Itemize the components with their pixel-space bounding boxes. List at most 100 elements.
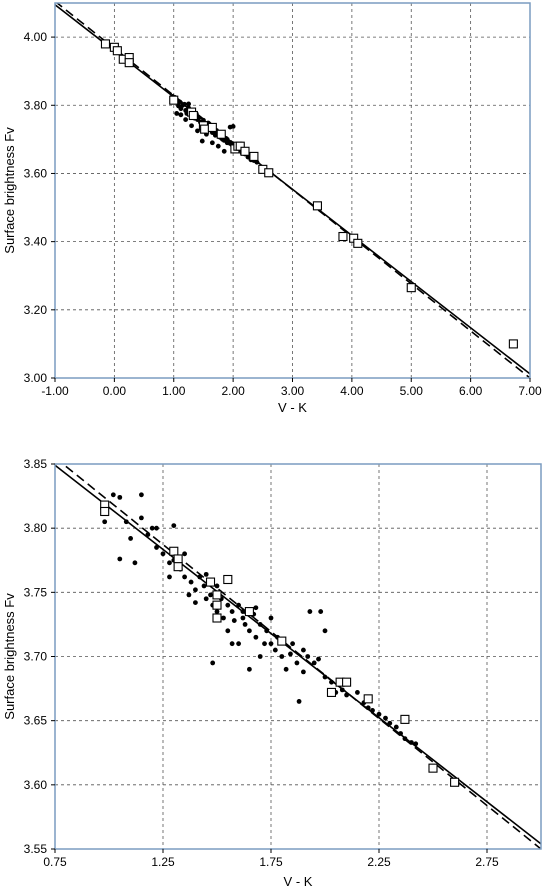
- data-point-square: [363, 694, 373, 704]
- data-point-dot: [195, 128, 200, 134]
- fit-line-dashed: [55, 3, 530, 378]
- data-point-dot: [290, 641, 295, 647]
- data-point-dot: [221, 615, 226, 621]
- data-point-dot: [257, 622, 263, 627]
- data-point-dot: [139, 492, 144, 498]
- data-point-dot: [398, 731, 403, 736]
- data-point-dot: [214, 609, 220, 614]
- data-point-dot: [193, 600, 198, 605]
- data-point-dot: [279, 654, 285, 659]
- y-tick-label: 3.40: [24, 235, 48, 249]
- data-point-dot: [102, 519, 108, 525]
- data-point-dot: [339, 687, 345, 693]
- x-tick-label: 2.25: [367, 855, 391, 869]
- x-tick-label: 1.25: [151, 855, 175, 869]
- data-point-dot: [221, 148, 227, 154]
- data-point-dot: [201, 583, 207, 589]
- data-point-dot: [413, 741, 419, 747]
- data-point-dot: [365, 705, 371, 711]
- fit-line-solid: [55, 464, 541, 845]
- data-point-dot: [117, 556, 123, 562]
- data-point-dot: [110, 492, 116, 498]
- data-point-dot: [186, 101, 191, 107]
- fit-line-dashed: [61, 464, 541, 849]
- data-point-square: [450, 777, 460, 787]
- chart-top: -1.00 0.00 1.00 2.00 3.00 4.00 5.00 6.00 7.00 3.0…: [2, 2, 542, 415]
- data-point-square: [124, 58, 134, 68]
- data-point-dot: [171, 523, 177, 528]
- data-point-dot: [409, 740, 414, 745]
- data-point-square: [212, 600, 222, 610]
- data-point-square: [240, 146, 250, 156]
- data-point-dot: [283, 666, 289, 672]
- data-point-dot: [318, 609, 324, 614]
- x-tick-label: 1.75: [259, 855, 283, 869]
- data-point-square: [112, 46, 122, 56]
- data-point-square: [428, 763, 438, 773]
- data-point-dot: [262, 641, 267, 647]
- data-point-dot: [132, 560, 138, 566]
- y-axis-label: Surface brightness Fv: [2, 127, 17, 254]
- y-axis-label: Surface brightness Fv: [2, 593, 17, 720]
- data-point-dot: [257, 654, 263, 659]
- data-point-dot: [193, 587, 198, 593]
- y-tick-label: 3.55: [24, 842, 48, 856]
- data-point-square: [338, 231, 348, 242]
- y-tick-label: 3.85: [24, 457, 48, 471]
- data-point-dot: [301, 647, 306, 653]
- data-point-dot: [329, 679, 334, 685]
- data-point-dot: [139, 515, 144, 521]
- data-point-dot: [268, 641, 274, 647]
- y-tick-label: 3.60: [24, 778, 48, 792]
- x-axis-label: V - K: [278, 400, 307, 415]
- data-point-dot: [236, 641, 242, 647]
- x-tick-label: 6.00: [459, 384, 483, 398]
- x-tick-label: 7.00: [518, 384, 542, 398]
- data-point-dot: [247, 628, 252, 634]
- data-point-dot: [344, 692, 349, 698]
- data-point-square: [169, 546, 179, 556]
- data-point-square: [216, 129, 226, 139]
- data-point-dot: [178, 112, 184, 118]
- data-point-square: [169, 95, 179, 105]
- x-tick-label: 1.00: [162, 384, 186, 398]
- data-point-square: [200, 124, 210, 134]
- data-point-square: [173, 554, 183, 564]
- data-point-square: [100, 39, 111, 49]
- data-point-dot: [240, 615, 246, 621]
- data-point-dot: [182, 574, 188, 580]
- data-point-square: [264, 168, 274, 178]
- data-point-square: [342, 677, 352, 687]
- data-point-dot: [294, 660, 300, 666]
- y-tick-label: 3.00: [24, 371, 48, 385]
- data-point-dot: [247, 666, 252, 672]
- data-point-dot: [229, 609, 235, 614]
- data-point-dot: [203, 596, 209, 602]
- data-point-dot: [208, 592, 213, 598]
- x-tick-label: 3.00: [281, 384, 305, 398]
- data-point-square: [212, 590, 222, 600]
- data-point-dot: [236, 602, 242, 608]
- data-point-dot: [264, 628, 270, 634]
- data-point-square: [277, 636, 287, 646]
- data-point-dot: [186, 592, 192, 598]
- y-tick-label: 3.20: [24, 303, 48, 317]
- chart-bottom: 0.75 1.25 1.75 2.25 2.75 3.55 3.60 3.65 3.70 3.75…: [2, 457, 542, 889]
- data-point-dot: [272, 647, 278, 653]
- data-point-dot: [160, 551, 166, 557]
- data-point-dot: [288, 651, 293, 657]
- data-point-square: [188, 110, 198, 121]
- data-point-dot: [145, 532, 151, 537]
- data-point-dot: [383, 715, 388, 721]
- data-point-dot: [242, 622, 248, 627]
- data-point-square: [100, 506, 110, 517]
- data-point-dot: [224, 136, 230, 142]
- data-point-dot: [322, 674, 328, 680]
- y-tick-label: 3.70: [24, 650, 48, 664]
- data-point-dot: [123, 519, 129, 525]
- data-point-dot: [376, 711, 382, 717]
- x-axis-label: V - K: [284, 874, 313, 889]
- data-point-dot: [214, 583, 220, 589]
- data-point-dot: [393, 724, 399, 730]
